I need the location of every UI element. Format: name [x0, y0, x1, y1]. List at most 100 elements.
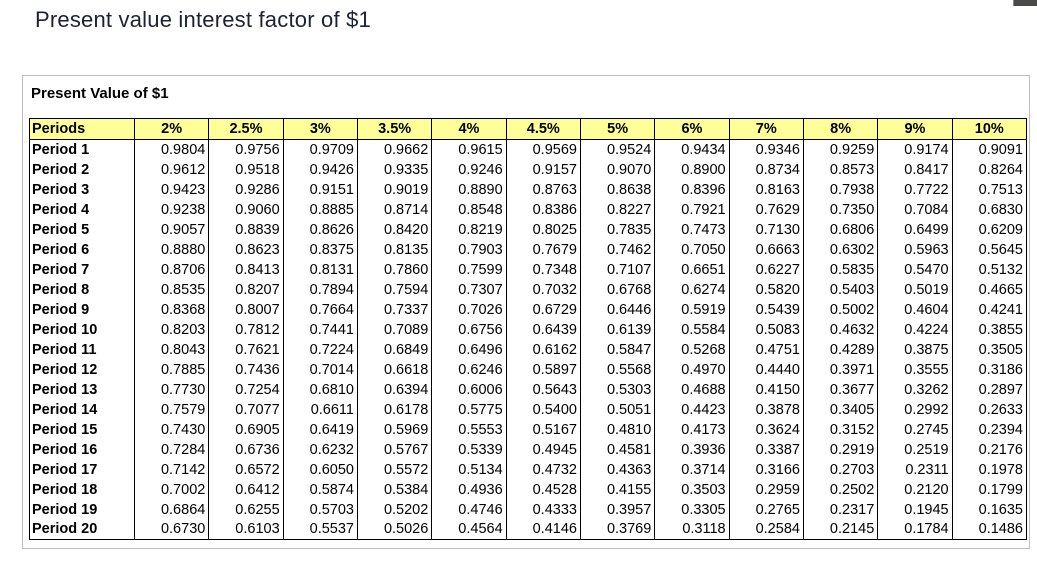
- pvif-value-cell: 0.4581: [579, 439, 656, 460]
- pvif-value-cell: 0.7629: [728, 199, 804, 220]
- pvif-value-cell: 0.8264: [951, 159, 1028, 180]
- pvif-value-cell: 0.9259: [802, 139, 879, 160]
- pvif-value-cell: 0.9346: [728, 139, 804, 160]
- pvif-value-cell: 0.6006: [431, 379, 507, 400]
- pvif-value-cell: 0.2703: [802, 459, 879, 480]
- pvif-value-cell: 0.8714: [356, 199, 433, 220]
- pvif-value-cell: 0.8219: [431, 219, 507, 240]
- pvif-value-cell: 0.7894: [282, 279, 358, 300]
- pvif-value-cell: 0.2502: [802, 479, 879, 500]
- column-header-rate: 10%: [951, 118, 1028, 140]
- pvif-value-cell: 0.7430: [133, 419, 210, 440]
- pvif-value-cell: 0.4289: [802, 339, 879, 360]
- row-header-period: Period 4: [29, 199, 135, 220]
- pvif-value-cell: 0.6864: [133, 499, 210, 520]
- row-header-period: Period 10: [29, 319, 135, 340]
- pvif-value-cell: 0.6572: [208, 459, 284, 480]
- pvif-value-cell: 0.8763: [505, 179, 581, 200]
- pvif-value-cell: 0.6419: [282, 419, 358, 440]
- pvif-value-cell: 0.4423: [654, 399, 730, 420]
- pvif-value-cell: 0.5019: [877, 279, 953, 300]
- pvif-value-cell: 0.8131: [282, 259, 358, 280]
- pvif-value-cell: 0.3555: [877, 359, 953, 380]
- pvif-value-cell: 0.6050: [282, 459, 358, 480]
- pvif-value-cell: 0.3624: [728, 419, 804, 440]
- pvif-value-cell: 0.5568: [579, 359, 656, 380]
- pvif-value-cell: 0.8420: [356, 219, 433, 240]
- pvif-value-cell: 0.7903: [431, 239, 507, 260]
- pvif-value-cell: 0.3855: [951, 319, 1028, 340]
- pvif-value-cell: 0.2959: [728, 479, 804, 500]
- pvif-value-cell: 0.2317: [802, 499, 879, 520]
- page-title: Present value interest factor of $1: [35, 7, 371, 32]
- pvif-value-cell: 0.8734: [728, 159, 804, 180]
- pvif-value-cell: 0.8839: [208, 219, 284, 240]
- pvif-value-cell: 0.9060: [208, 199, 284, 220]
- column-header-rate: 5%: [579, 118, 656, 140]
- pvif-value-cell: 0.2745: [877, 419, 953, 440]
- present-value-panel: Present Value of $1 Periods 2% 2.5% 3% 3.5% 4…: [22, 75, 1030, 549]
- pvif-value-cell: 0.9804: [133, 139, 210, 160]
- pvif-value-cell: 0.5969: [356, 419, 433, 440]
- pvif-value-cell: 0.5026: [356, 519, 433, 540]
- pvif-value-cell: 0.8706: [133, 259, 210, 280]
- pvif-value-cell: 0.4440: [728, 359, 804, 380]
- pvif-value-cell: 0.7350: [802, 199, 879, 220]
- table-row: Period 19 0.6864 0.6255 0.5703 0.5202 0.4746 0…: [29, 499, 1028, 520]
- pvif-value-cell: 0.5132: [951, 259, 1028, 280]
- pvif-value-cell: 0.8203: [133, 319, 210, 340]
- table-body: Period 1 0.9804 0.9756 0.9709 0.9662 0.9615 0.…: [29, 139, 1028, 540]
- pvif-value-cell: 0.6830: [951, 199, 1028, 220]
- pvif-value-cell: 0.6232: [282, 439, 358, 460]
- column-header-rate: 9%: [877, 118, 953, 140]
- pvif-value-cell: 0.7084: [877, 199, 953, 220]
- pvif-value-cell: 0.4528: [505, 479, 581, 500]
- table-row: Period 5 0.9057 0.8839 0.8626 0.8420 0.8219 0.…: [29, 219, 1028, 240]
- pvif-value-cell: 0.7599: [431, 259, 507, 280]
- pvif-value-cell: 0.6446: [579, 299, 656, 320]
- pvif-value-cell: 0.7835: [579, 219, 656, 240]
- pvif-value-cell: 0.7142: [133, 459, 210, 480]
- table-row: Period 20 0.6730 0.6103 0.5537 0.5026 0.4564 0…: [29, 519, 1028, 540]
- pvif-value-cell: 0.5083: [728, 319, 804, 340]
- pvif-value-cell: 0.7107: [579, 259, 656, 280]
- pvif-value-cell: 0.4604: [877, 299, 953, 320]
- pvif-value-cell: 0.7664: [282, 299, 358, 320]
- pvif-value-cell: 0.5167: [505, 419, 581, 440]
- pvif-value-cell: 0.8626: [282, 219, 358, 240]
- pvif-value-cell: 0.3166: [728, 459, 804, 480]
- pvif-value-cell: 0.9335: [356, 159, 433, 180]
- pvif-value-cell: 0.7436: [208, 359, 284, 380]
- pvif-value-cell: 0.8623: [208, 239, 284, 260]
- table-row: Period 9 0.8368 0.8007 0.7664 0.7337 0.7026 0.…: [29, 299, 1028, 320]
- pvif-value-cell: 0.6255: [208, 499, 284, 520]
- row-header-period: Period 9: [29, 299, 135, 320]
- pvif-value-cell: 0.6756: [431, 319, 507, 340]
- pvif-value-cell: 0.8007: [208, 299, 284, 320]
- pvif-value-cell: 0.6499: [877, 219, 953, 240]
- pvif-value-cell: 0.3118: [654, 519, 730, 540]
- pvif-value-cell: 0.8573: [802, 159, 879, 180]
- pvif-value-cell: 0.7026: [431, 299, 507, 320]
- pvif-value-cell: 0.7224: [282, 339, 358, 360]
- pvif-value-cell: 0.8368: [133, 299, 210, 320]
- pvif-value-cell: 0.4224: [877, 319, 953, 340]
- pvif-value-cell: 0.8375: [282, 239, 358, 260]
- pvif-value-cell: 0.8417: [877, 159, 953, 180]
- pvif-value-cell: 0.2519: [877, 439, 953, 460]
- pvif-value-cell: 0.7594: [356, 279, 433, 300]
- pvif-value-cell: 0.8386: [505, 199, 581, 220]
- pvif-value-cell: 0.8890: [431, 179, 507, 200]
- pvif-value-cell: 0.9426: [282, 159, 358, 180]
- pvif-value-cell: 0.8025: [505, 219, 581, 240]
- pvif-value-cell: 0.7337: [356, 299, 433, 320]
- pvif-value-cell: 0.3971: [802, 359, 879, 380]
- table-row: Period 17 0.7142 0.6572 0.6050 0.5572 0.5134 0…: [29, 459, 1028, 480]
- pvif-value-cell: 0.4150: [728, 379, 804, 400]
- pvif-value-cell: 0.6611: [282, 399, 358, 420]
- pvif-value-cell: 0.9151: [282, 179, 358, 200]
- pvif-value-cell: 0.5835: [802, 259, 879, 280]
- pvif-value-cell: 0.5339: [431, 439, 507, 460]
- pvif-value-cell: 0.9019: [356, 179, 433, 200]
